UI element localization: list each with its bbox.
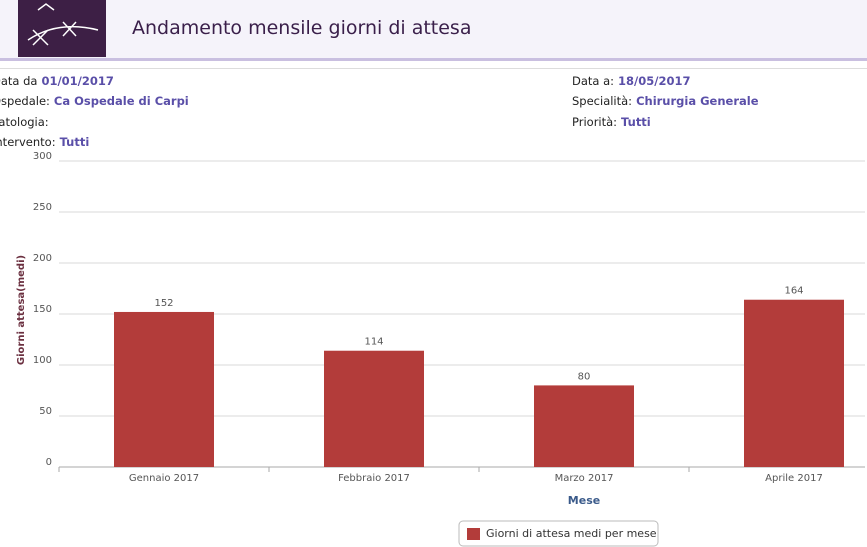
filter-value: 18/05/2017: [618, 74, 691, 88]
filter-row: Patologia:: [0, 115, 49, 129]
filter-label: Patologia:: [0, 114, 49, 129]
x-tick-label: Febbraio 2017: [338, 473, 410, 484]
filter-label: Ospedale:: [0, 94, 50, 109]
filter-label: Specialità:: [572, 94, 633, 109]
bar: [114, 311, 214, 467]
y-tick-label: 150: [33, 304, 52, 315]
filter-label: Intervento:: [0, 134, 56, 149]
data-label: 152: [154, 298, 173, 309]
filter-label: Data da: [0, 74, 38, 88]
filter-value: Tutti: [621, 114, 651, 129]
legend-box: [458, 520, 659, 547]
logo-art: [27, 3, 99, 46]
bar: [744, 299, 844, 467]
legend-swatch: [467, 528, 480, 540]
filter-row: Ospedale:Ca Ospedale di Carpi: [0, 94, 189, 108]
y-tick-label: 300: [33, 151, 52, 162]
filter-value: Ca Ospedale di Carpi: [53, 94, 189, 109]
filter-value: Tutti: [59, 134, 90, 149]
x-tick-label: Gennaio 2017: [129, 473, 199, 484]
y-tick-label: 50: [39, 406, 52, 417]
data-label: 114: [364, 337, 383, 348]
y-tick-label: 250: [33, 202, 52, 213]
filter-row: Intervento:Tutti: [0, 135, 89, 149]
data-label: 80: [578, 371, 591, 382]
data-label: 164: [784, 286, 803, 297]
x-axis-title: Mese: [568, 494, 600, 507]
filter-row: Priorità: Tutti: [572, 115, 651, 129]
filter-value: 01/01/2017: [41, 74, 114, 88]
filter-label: Priorità:: [572, 114, 618, 129]
filter-row: Data a: 18/05/2017: [572, 74, 690, 88]
logo: [18, 0, 106, 57]
filter-label: Data a:: [572, 74, 615, 88]
separator: [0, 68, 867, 69]
y-axis-title: Giorni attesa(medi): [16, 255, 27, 365]
x-tick-label: Aprile 2017: [765, 473, 823, 484]
legend-label: Giorni di attesa medi per mese: [486, 527, 657, 540]
y-tick-label: 200: [33, 253, 52, 264]
x-tick-label: Marzo 2017: [555, 473, 614, 484]
filter-row: Specialità: Chirurgia Generale: [572, 94, 759, 108]
y-tick-label: 0: [46, 457, 52, 468]
header: Andamento mensile giorni di attesa: [0, 0, 867, 61]
filter-value: Chirurgia Generale: [636, 94, 759, 109]
bar: [324, 350, 424, 467]
bar: [534, 385, 634, 467]
y-tick-label: 100: [33, 355, 52, 366]
page-title: Andamento mensile giorni di attesa: [132, 17, 472, 39]
